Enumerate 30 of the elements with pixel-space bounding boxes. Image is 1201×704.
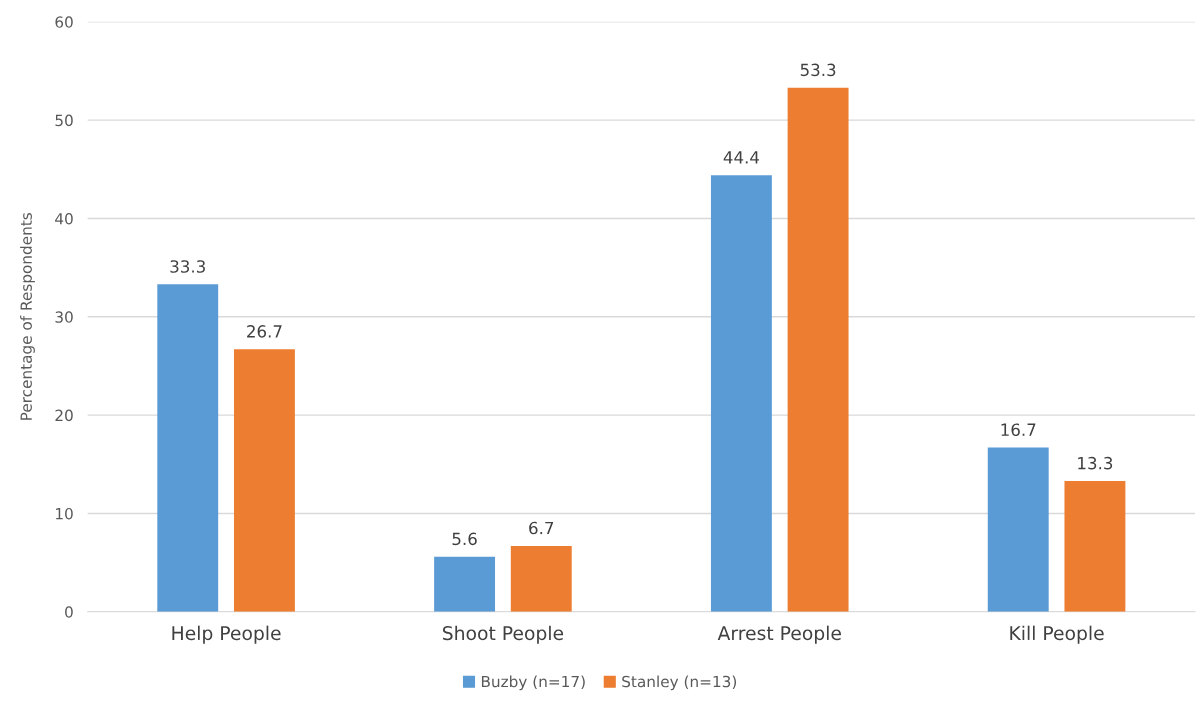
bar xyxy=(233,349,295,612)
data-label: 16.7 xyxy=(1001,423,1036,437)
x-tick-label: Help People xyxy=(172,625,281,644)
x-tick-label: Arrest People xyxy=(717,625,841,644)
y-axis-title: Percentage of Respondents xyxy=(20,212,35,420)
bar xyxy=(710,175,772,612)
y-tick-label: 10 xyxy=(56,507,73,520)
y-tick-label: 40 xyxy=(55,212,73,225)
y-tick-label: 30 xyxy=(55,311,73,323)
y-tick-label: 0 xyxy=(65,606,73,618)
data-label: 53.3 xyxy=(800,63,836,77)
data-label: 5.6 xyxy=(452,532,477,546)
bar xyxy=(434,556,496,612)
legend-label: Buzby (n=17) xyxy=(481,675,585,691)
x-tick-label: Kill People xyxy=(1010,625,1104,644)
legend-label: Stanley (n=13) xyxy=(622,675,737,691)
data-label: 26.7 xyxy=(247,325,282,338)
bar xyxy=(787,87,849,612)
bar xyxy=(1064,481,1126,612)
bar xyxy=(157,284,219,612)
y-tick-label: 60 xyxy=(55,16,73,28)
data-label: 13.3 xyxy=(1078,456,1113,470)
bar xyxy=(510,545,572,612)
data-label: 33.3 xyxy=(170,260,205,273)
data-label: 44.4 xyxy=(723,151,760,164)
y-tick-label: 20 xyxy=(55,409,73,422)
x-tick-label: Shoot People xyxy=(442,625,564,644)
y-tick-label: 50 xyxy=(55,114,73,127)
data-label: 6.7 xyxy=(529,521,554,535)
bar xyxy=(987,447,1049,612)
